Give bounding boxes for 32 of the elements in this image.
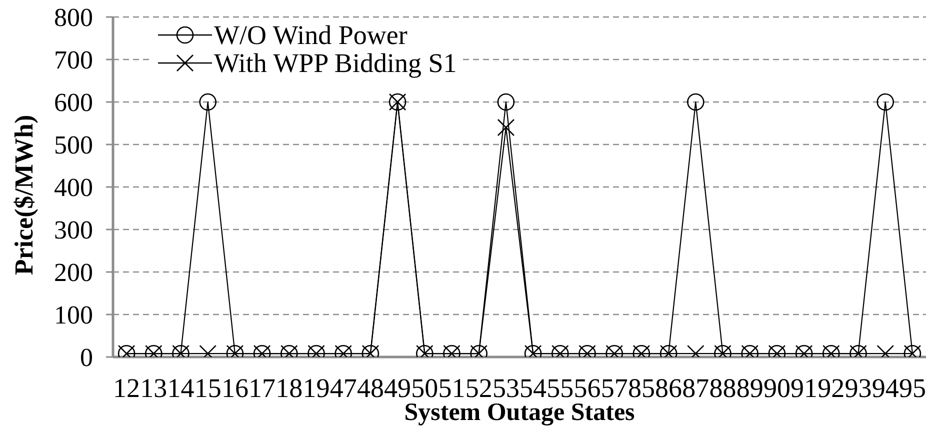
x-tick-label: 14 (167, 373, 195, 404)
x-tick-label: 17 (248, 373, 276, 404)
x-tick-label: 88 (709, 373, 736, 404)
y-tick-label: 200 (54, 258, 93, 288)
y-tick-label: 400 (54, 173, 93, 202)
y-tick-label: 700 (54, 46, 93, 75)
legend-label: W/O Wind Power (214, 20, 408, 50)
x-tick-label: 90 (763, 373, 790, 404)
x-tick-label: 86 (655, 373, 682, 404)
y-tick-label: 800 (54, 3, 93, 32)
y-axis-title: Price($/MWh) (10, 114, 38, 276)
x-tick-label: 19 (302, 373, 330, 404)
x-tick-label: 13 (140, 373, 168, 404)
x-tick-label: 15 (194, 373, 222, 404)
x-tick-label: 94 (872, 373, 900, 404)
y-tick-label: 300 (54, 216, 93, 245)
y-tick-label: 100 (54, 300, 93, 330)
x-tick-label: 12 (113, 373, 140, 404)
legend-label: With WPP Bidding S1 (214, 48, 457, 78)
x-tick-label: 87 (682, 373, 710, 404)
x-tick-label: 47 (330, 373, 357, 404)
x-tick-label: 16 (221, 373, 248, 404)
y-tick-label: 500 (54, 130, 93, 160)
y-tick-label: 600 (54, 88, 93, 118)
x-tick-label: 95 (898, 373, 926, 404)
x-tick-label: 89 (736, 373, 764, 404)
x-tick-label: 91 (790, 373, 818, 404)
x-tick-label: 48 (356, 373, 384, 404)
x-tick-label: 18 (276, 373, 303, 404)
x-tick-label: 92 (818, 373, 845, 404)
x-tick-label: 93 (844, 373, 872, 404)
y-tick-label: 0 (80, 343, 93, 372)
